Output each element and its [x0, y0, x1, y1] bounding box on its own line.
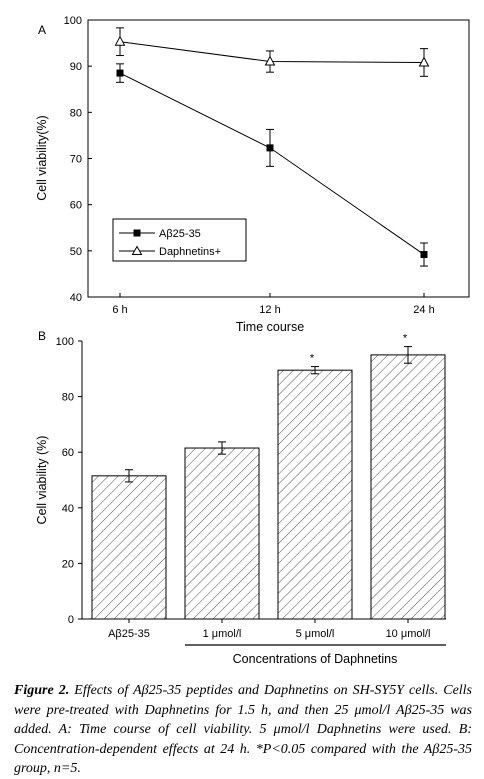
caption-text: Effects of Aβ25-35 peptides and Daphneti…: [14, 683, 473, 776]
legend-label-abeta: Aβ25-35: [159, 228, 201, 240]
panel-a-y-axis-label: Cell viability(%): [35, 115, 49, 200]
panel-a-y-tick-label: 80: [70, 107, 82, 119]
panel-a-y-tick-label: 50: [70, 246, 82, 258]
data-point-square: [420, 251, 428, 259]
panel-b-y-tick-label: 0: [68, 614, 74, 626]
panel-b-y-tick-label: 60: [62, 447, 74, 459]
data-point-triangle: [418, 56, 430, 67]
bar: [370, 354, 446, 620]
data-point-triangle: [114, 35, 126, 46]
panel-b-y-tick-label: 80: [62, 392, 74, 404]
panel-b-y-tick-label: 20: [62, 558, 74, 570]
panel-b-x-tick-label: Aβ25-35: [108, 628, 150, 640]
panel-a-y-tick-label: 90: [70, 61, 82, 73]
figure-canvas: A 40 50 60 70 80 90 100 6 h 12 h 24 h Time cours…: [35, 15, 470, 666]
figure-number: Figure 2.: [14, 683, 70, 698]
significance-marker: *: [310, 353, 315, 365]
panel-a-y-tick-label: 60: [70, 200, 82, 212]
panel-b-x-axis-label: Concentrations of Daphnetins: [233, 652, 398, 666]
panel-a-x-tick-label: 12 h: [259, 304, 280, 316]
panel-a-label: A: [38, 23, 46, 37]
panel-a-legend: [112, 218, 247, 262]
panel-b-label: B: [38, 329, 46, 343]
bar: [91, 475, 167, 620]
data-point-triangle: [264, 55, 276, 66]
panel-a-x-axis-label: Time course: [236, 320, 304, 334]
legend-label-daphnetins: Daphnetins+: [159, 246, 221, 258]
panel-b-x-tick-label: 10 μmol/l: [386, 628, 431, 640]
data-point-square: [266, 144, 274, 152]
legend-marker-daphnetins: [131, 245, 143, 255]
panel-a-y-tick-label: 70: [70, 154, 82, 166]
panel-b-x-tick-label: 5 μmol/l: [296, 628, 335, 640]
significance-marker: *: [403, 333, 408, 345]
panel-a-x-tick-label: 6 h: [112, 304, 127, 316]
panel-b-x-tick-label: 1 μmol/l: [203, 628, 242, 640]
panel-a-y-tick-label: 100: [64, 15, 82, 27]
panel-b-y-tick-label: 40: [62, 503, 74, 515]
panel-b-y-tick-label: 100: [56, 336, 74, 348]
bar: [277, 369, 353, 620]
bar: [184, 447, 260, 620]
panel-b-y-axis-label: Cell viability (%): [35, 436, 49, 525]
panel-a-y-tick-label: 40: [70, 292, 82, 304]
legend-marker-abeta: [133, 229, 141, 237]
panel-a-x-tick-label: 24 h: [413, 304, 434, 316]
figure-caption: Figure 2. Effects of Aβ25-35 peptides an…: [14, 681, 472, 779]
data-point-square: [116, 69, 124, 77]
